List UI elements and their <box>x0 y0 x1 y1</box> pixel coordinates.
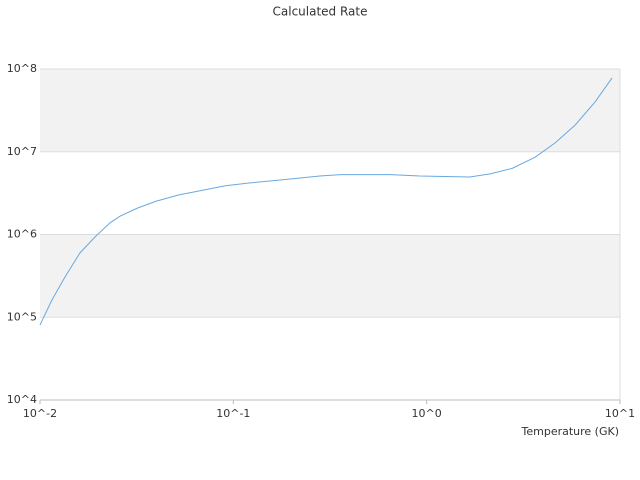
x-tick-label: 10^1 <box>605 407 635 420</box>
x-tick-label: 10^-1 <box>216 407 250 420</box>
y-tick-label: 10^6 <box>7 228 37 241</box>
data-line <box>39 77 613 326</box>
plot-band <box>40 234 620 318</box>
plot-band <box>40 69 620 152</box>
chart-title: Calculated Rate <box>273 5 368 19</box>
y-tick-label: 10^8 <box>7 62 37 75</box>
y-tick-label: 10^4 <box>7 393 37 406</box>
x-axis-label: Temperature (GK) <box>521 425 620 438</box>
x-tick-label: 10^-2 <box>23 407 57 420</box>
x-tick-label: 10^0 <box>412 407 442 420</box>
y-tick-label: 10^5 <box>7 310 37 323</box>
y-tick-label: 10^7 <box>7 145 37 158</box>
